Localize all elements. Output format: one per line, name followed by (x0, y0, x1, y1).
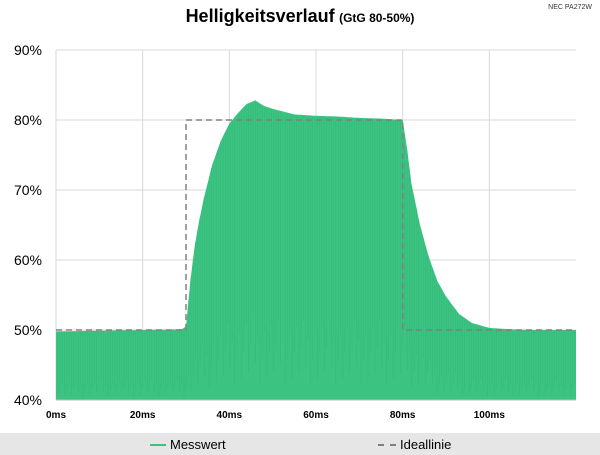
y-tick-label-3: 70% (14, 182, 42, 198)
legend-label-ideallinie: Ideallinie (400, 437, 452, 452)
y-tick-label-5: 90% (14, 42, 42, 58)
legend-swatch-ideallinie (378, 443, 396, 446)
x-tick-label-4: 80ms (390, 410, 416, 421)
monitor-label: NEC PA272W (548, 4, 592, 11)
legend-item-ideallinie: Ideallinie (378, 437, 451, 452)
y-tick-label-0: 40% (14, 392, 42, 408)
x-tick-label-5: 100ms (474, 410, 506, 421)
y-tick-label-1: 50% (14, 322, 42, 338)
series-messwert-stripes (57, 101, 576, 397)
x-tick-label-3: 60ms (303, 410, 329, 421)
chart-subtitle: (GtG 80-50%) (339, 11, 415, 25)
chart-title: Helligkeitsverlauf (185, 6, 335, 26)
legend-item-messwert: Messwert (150, 437, 226, 452)
legend-label-messwert: Messwert (170, 437, 226, 452)
y-tick-label-4: 80% (14, 112, 42, 128)
chart-title-block: Helligkeitsverlauf (GtG 80-50%) (0, 6, 600, 27)
y-tick-label-2: 60% (14, 252, 42, 268)
series-messwert-area (56, 100, 576, 401)
x-tick-label-2: 40ms (217, 410, 243, 421)
x-tick-label-0: 0ms (46, 410, 66, 421)
chart-canvas: 40% 50% 60% 70% 80% 90% 0ms 20ms 40ms 60ms 80ms 100… (14, 42, 576, 421)
legend-swatch-messwert (150, 443, 166, 446)
legend: Messwert Ideallinie (0, 433, 600, 455)
x-tick-label-1: 20ms (130, 410, 156, 421)
series-ideallinie-line (56, 119, 576, 331)
